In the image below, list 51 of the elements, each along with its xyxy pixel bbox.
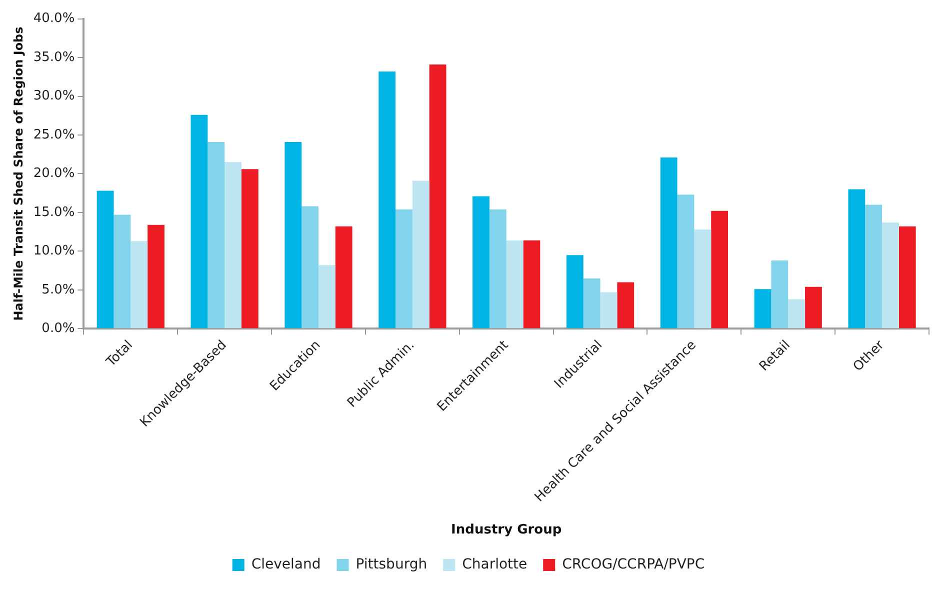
x-axis-title: Industry Group [451,522,562,538]
bar [130,241,148,328]
bar [660,157,678,328]
y-tick-label: 25.0% [33,127,75,142]
bar [96,190,114,328]
bar [677,194,694,328]
legend-label: CRCOG/CCRPA/PVPC [562,556,705,573]
bar [302,206,319,328]
bar [396,209,412,328]
y-axis-title: Half-Mile Transit Shed Share of Region Jobs [11,26,26,321]
bar [429,64,446,328]
y-tick-label: 40.0% [33,11,75,26]
bar [412,180,430,328]
bar [754,289,772,328]
y-tick-label: 20.0% [33,166,75,182]
bar [318,265,336,328]
y-tick-label: 35.0% [33,50,75,65]
y-tick-label: 10.0% [33,244,75,259]
bar [114,214,131,328]
legend-label: Pittsburgh [356,556,428,573]
bar [241,169,258,328]
y-tick-label: 5.0% [42,282,75,298]
bar [224,162,242,328]
bar [208,142,225,328]
bar [566,255,584,328]
bar [284,142,302,328]
bar [583,278,600,328]
bar [335,226,352,328]
bar [600,292,618,328]
bar [472,196,490,328]
bar [882,222,899,328]
bar [898,226,916,328]
bar [617,282,634,328]
bar [378,71,396,328]
bar [848,189,866,328]
bar [148,224,164,328]
bar [865,204,882,328]
legend-label: Cleveland [251,556,321,573]
bar [489,209,506,328]
bar [788,299,806,328]
bar [523,240,540,328]
bar [805,286,822,328]
bar [694,230,712,328]
legend-label: Charlotte [462,556,528,573]
bar [190,114,208,328]
bar [711,210,728,328]
y-tick-label: 0.0% [42,321,75,336]
bar [771,260,788,328]
y-tick-label: 15.0% [33,204,75,220]
y-tick-label: 30.0% [33,88,75,104]
bar [506,240,524,328]
